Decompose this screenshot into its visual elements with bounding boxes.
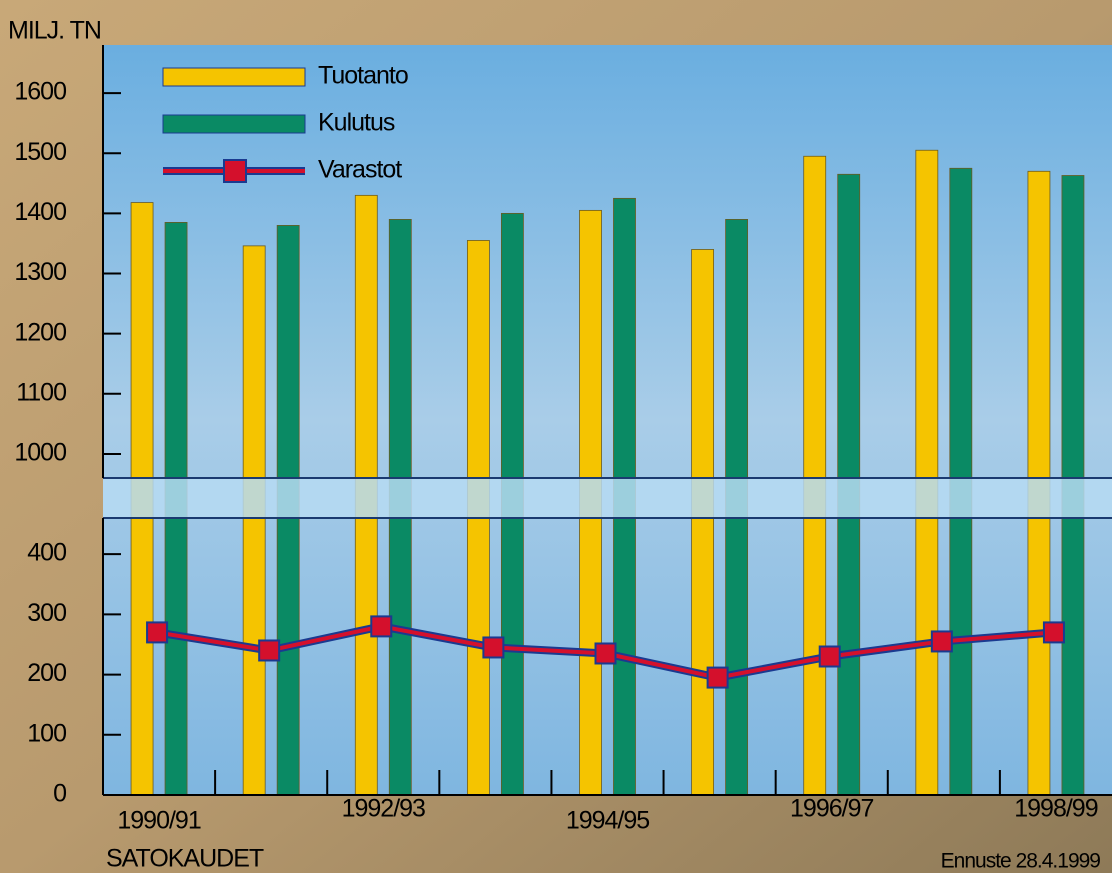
marker bbox=[370, 615, 393, 638]
legend-swatch bbox=[223, 159, 247, 183]
y-tick-label: 1300 bbox=[14, 258, 66, 286]
legend-label: Tuotanto bbox=[318, 62, 408, 90]
x-tick-label: 1994/95 bbox=[566, 807, 649, 835]
x-axis-label: SATOKAUDET bbox=[106, 845, 264, 873]
y-tick-label: 1100 bbox=[16, 378, 66, 406]
y-tick-label: 1500 bbox=[14, 138, 66, 166]
legend-label: Kulutus bbox=[318, 109, 395, 137]
y-tick-label: 1000 bbox=[14, 439, 66, 467]
marker bbox=[258, 639, 281, 662]
bar bbox=[803, 155, 827, 796]
marker bbox=[706, 666, 729, 689]
x-tick-label: 1996/97 bbox=[790, 795, 873, 823]
bar bbox=[915, 149, 939, 796]
y-tick-label: 100 bbox=[27, 719, 66, 747]
y-tick-label: 0 bbox=[53, 780, 66, 808]
legend-swatch bbox=[162, 114, 306, 134]
x-tick-label: 1998/99 bbox=[1014, 795, 1097, 823]
marker bbox=[818, 645, 841, 668]
y-tick-label: 400 bbox=[27, 539, 66, 567]
x-tick-label: 1990/91 bbox=[117, 807, 200, 835]
y-axis-label: MILJ. TN bbox=[8, 17, 101, 45]
y-tick-label: 1400 bbox=[14, 198, 66, 226]
y-tick-label: 1600 bbox=[14, 78, 66, 106]
marker bbox=[146, 621, 169, 644]
marker bbox=[930, 630, 953, 653]
legend-label: Varastot bbox=[318, 156, 402, 184]
marker bbox=[482, 636, 505, 659]
marker bbox=[594, 642, 617, 665]
y-tick-label: 300 bbox=[27, 599, 66, 627]
note: Ennuste 28.4.1999 bbox=[941, 850, 1101, 873]
y-tick-label: 200 bbox=[27, 659, 66, 687]
y-tick-label: 1200 bbox=[14, 318, 66, 346]
axis-break bbox=[103, 478, 1112, 518]
bar bbox=[691, 249, 715, 796]
marker bbox=[1042, 621, 1065, 644]
legend-swatch bbox=[162, 67, 306, 87]
bar bbox=[242, 245, 266, 796]
x-tick-label: 1992/93 bbox=[342, 795, 425, 823]
